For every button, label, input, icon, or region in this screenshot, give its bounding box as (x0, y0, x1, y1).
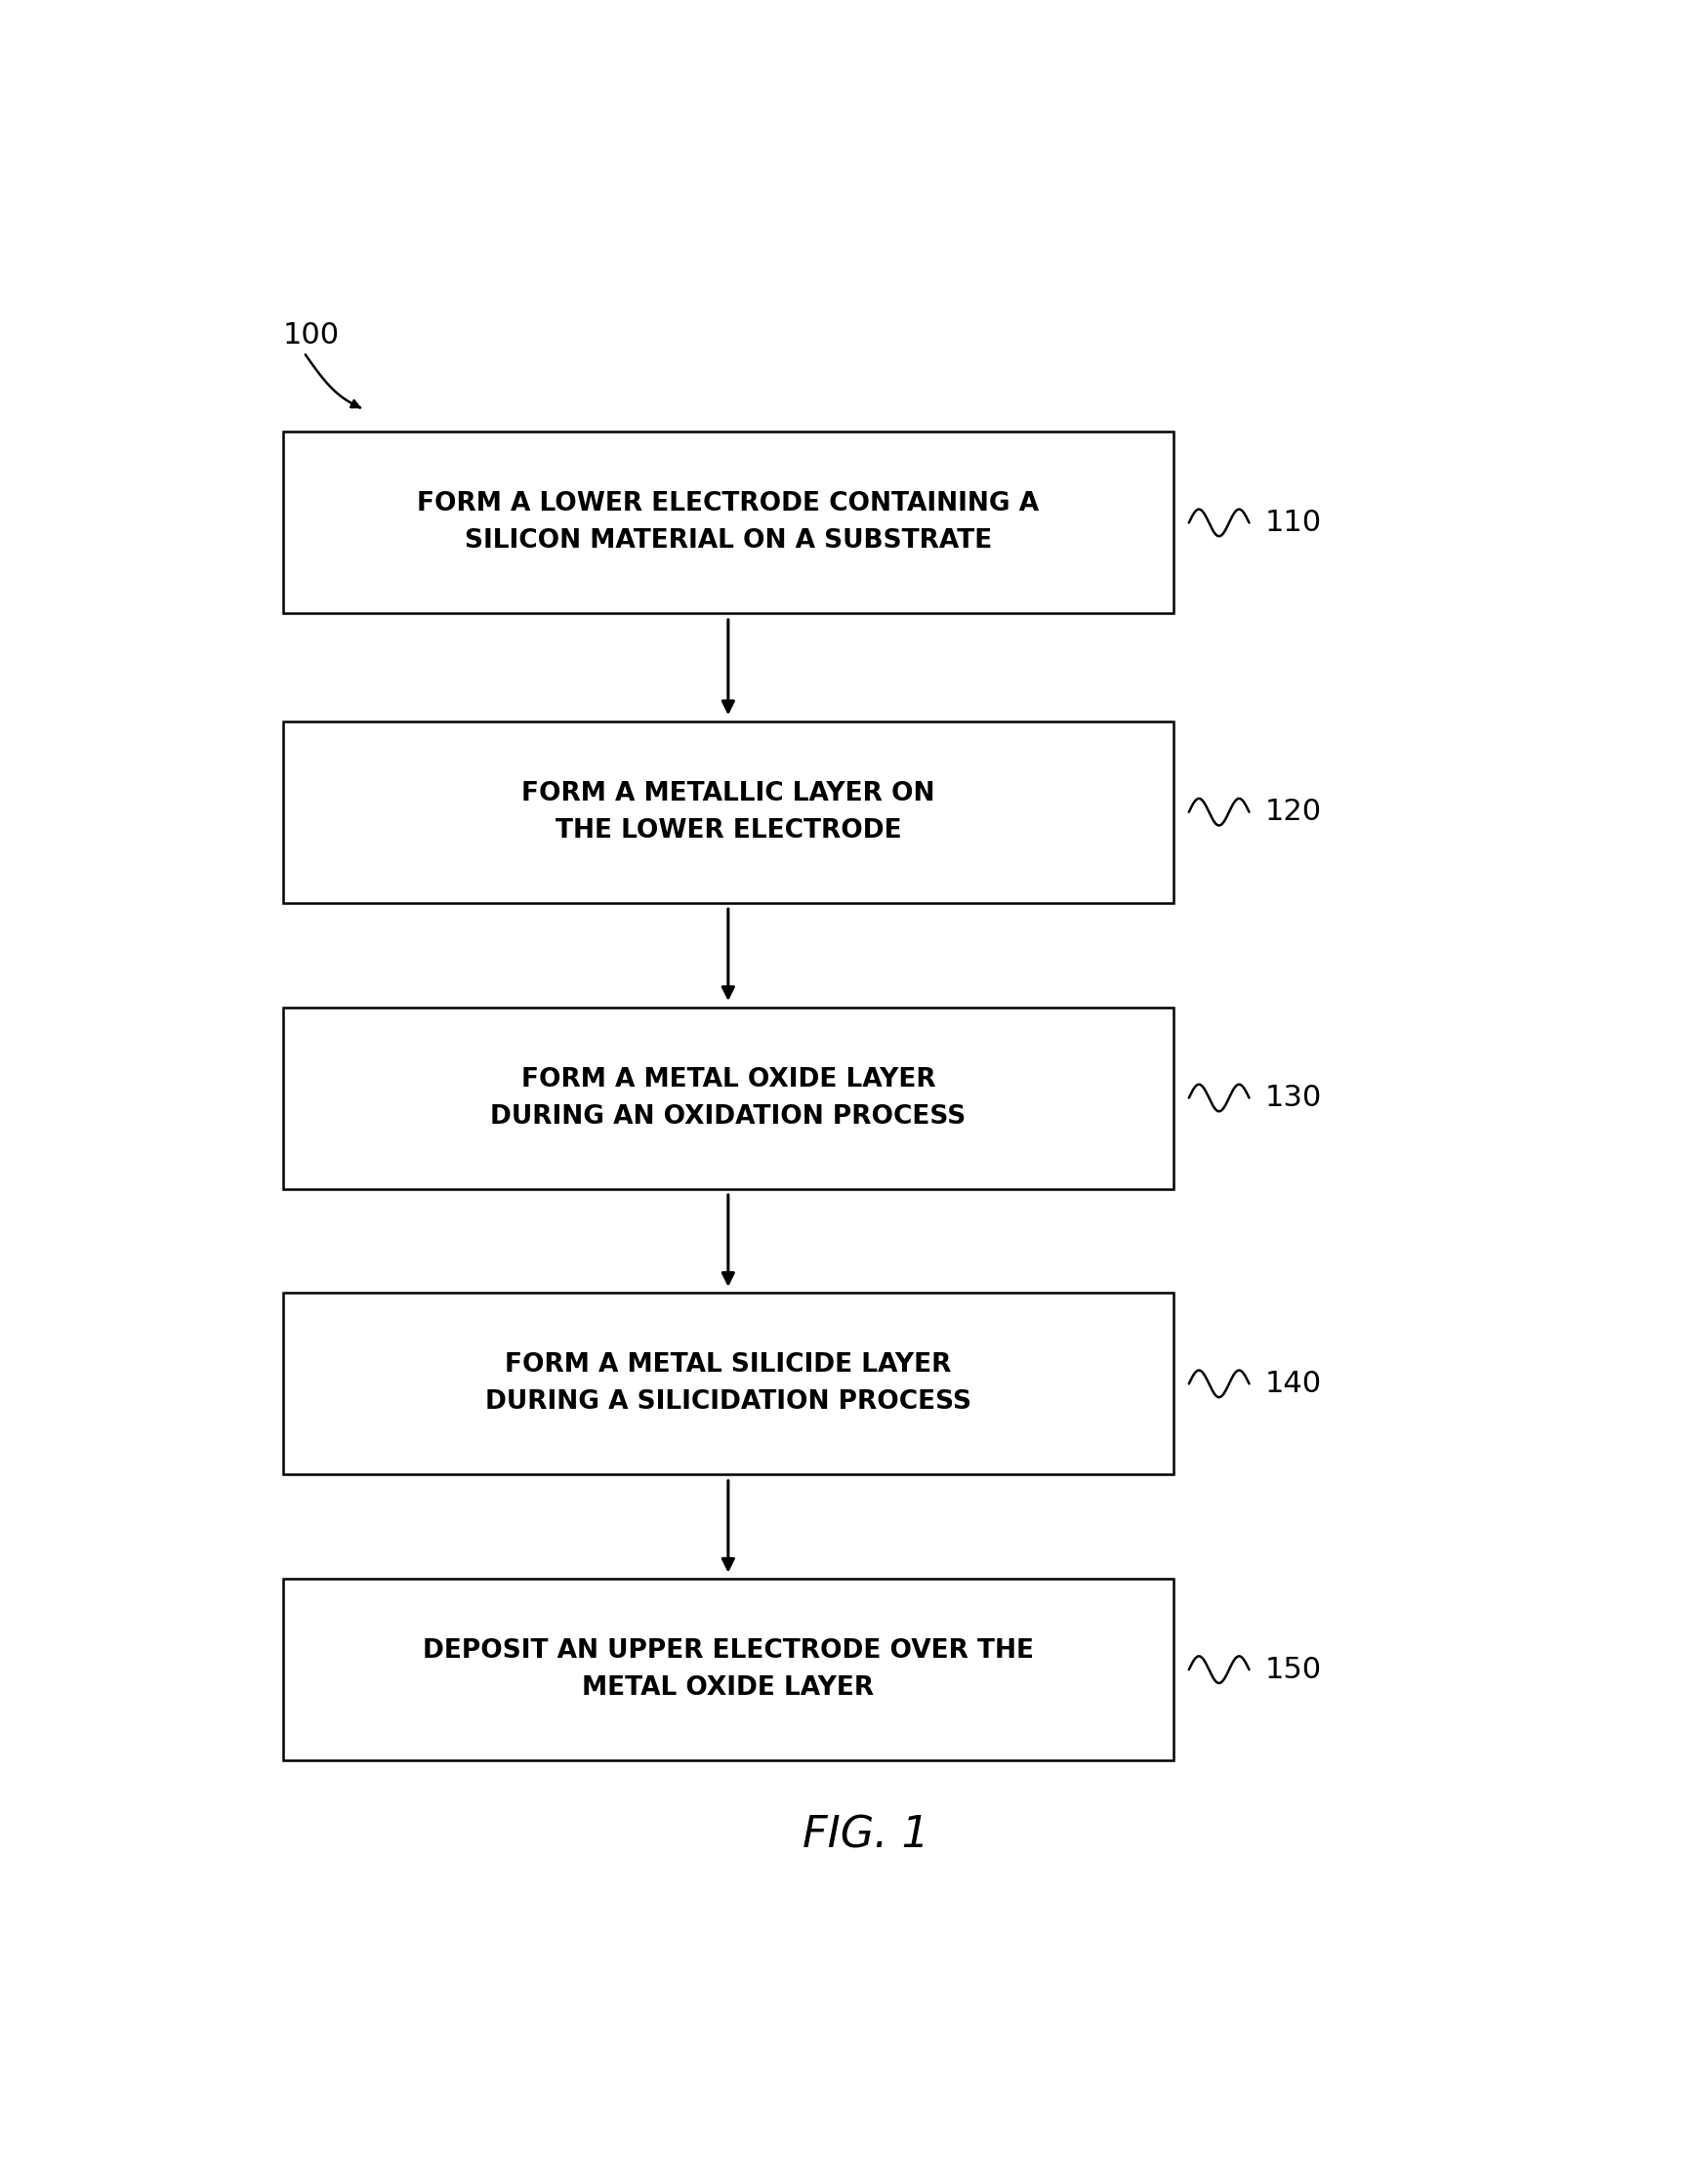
Text: 140: 140 (1265, 1369, 1321, 1398)
FancyBboxPatch shape (284, 1007, 1174, 1188)
Text: 100: 100 (284, 321, 339, 349)
Text: 110: 110 (1265, 509, 1321, 537)
FancyBboxPatch shape (284, 1293, 1174, 1474)
Text: 150: 150 (1265, 1655, 1321, 1684)
Text: FORM A METAL SILICIDE LAYER
DURING A SILICIDATION PROCESS: FORM A METAL SILICIDE LAYER DURING A SIL… (485, 1352, 971, 1415)
Text: 130: 130 (1265, 1083, 1322, 1112)
Text: 120: 120 (1265, 797, 1321, 826)
Text: FORM A METALLIC LAYER ON
THE LOWER ELECTRODE: FORM A METALLIC LAYER ON THE LOWER ELECT… (522, 780, 936, 843)
FancyBboxPatch shape (284, 432, 1174, 614)
Text: FORM A METAL OXIDE LAYER
DURING AN OXIDATION PROCESS: FORM A METAL OXIDE LAYER DURING AN OXIDA… (490, 1066, 966, 1129)
Text: FORM A LOWER ELECTRODE CONTAINING A
SILICON MATERIAL ON A SUBSTRATE: FORM A LOWER ELECTRODE CONTAINING A SILI… (417, 491, 1039, 555)
Text: DEPOSIT AN UPPER ELECTRODE OVER THE
METAL OXIDE LAYER: DEPOSIT AN UPPER ELECTRODE OVER THE META… (422, 1638, 1034, 1701)
FancyBboxPatch shape (284, 721, 1174, 902)
Text: FIG. 1: FIG. 1 (802, 1815, 929, 1856)
FancyBboxPatch shape (284, 1579, 1174, 1760)
